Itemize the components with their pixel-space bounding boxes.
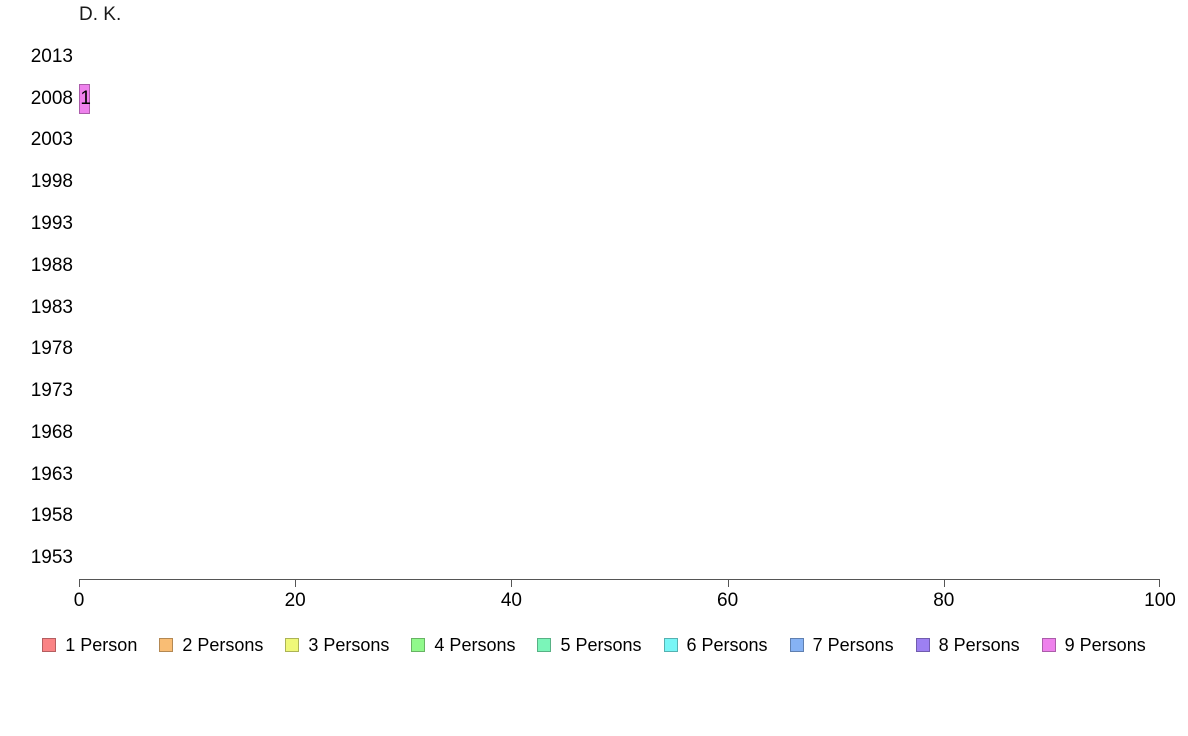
x-axis-line — [79, 579, 1160, 580]
legend-item[interactable]: 3 Persons — [285, 635, 389, 655]
legend-item[interactable]: 5 Persons — [537, 635, 642, 655]
x-tick — [79, 579, 80, 587]
y-tick-label: 1978 — [30, 338, 73, 360]
y-tick-label: 1958 — [30, 505, 73, 527]
legend-swatch-icon — [537, 638, 552, 652]
y-tick-label: 2008 — [30, 87, 73, 109]
legend-swatch-icon — [285, 638, 300, 652]
bar-value-label: 1 — [80, 87, 91, 109]
x-tick — [1159, 579, 1160, 587]
x-tick-label: 60 — [717, 590, 739, 611]
y-axis-category-labels: 2013 2008 2003 1998 1993 1988 1983 1978 1973 1968… — [0, 36, 73, 579]
x-tick — [295, 579, 297, 587]
chart-legend: 1 Person 2 Persons 3 Persons 4 Persons 5 Per… — [0, 631, 1188, 659]
legend-swatch-icon — [411, 638, 426, 652]
y-tick-label: 1968 — [30, 421, 73, 443]
x-tick — [727, 579, 729, 587]
x-tick-label: 40 — [500, 590, 522, 611]
legend-label: 7 Persons — [812, 635, 894, 655]
legend-label: 9 Persons — [1064, 635, 1146, 655]
legend-item[interactable]: 8 Persons — [915, 635, 1020, 655]
y-tick-label: 1993 — [30, 212, 73, 234]
legend-item[interactable]: 4 Persons — [411, 635, 515, 655]
x-tick-label: 80 — [933, 590, 955, 611]
legend-label: 3 Persons — [308, 635, 390, 655]
legend-label: 1 Person — [65, 635, 138, 655]
legend-label: 8 Persons — [938, 635, 1020, 655]
x-tick — [511, 579, 513, 587]
legend-item[interactable]: 2 Persons — [159, 635, 263, 655]
y-tick-label: 1973 — [30, 380, 73, 402]
y-tick-label: 2013 — [30, 45, 73, 67]
legend-swatch-icon — [42, 638, 57, 652]
x-tick-label: 20 — [284, 590, 306, 611]
legend-swatch-icon — [663, 638, 678, 652]
plot-area: 1 — [79, 36, 1160, 579]
legend-label: 2 Persons — [182, 635, 264, 655]
y-tick-label: 1953 — [30, 547, 73, 569]
y-tick-label: 1963 — [30, 463, 73, 485]
legend-label: 4 Persons — [434, 635, 516, 655]
legend-item[interactable]: 7 Persons — [789, 635, 894, 655]
x-tick — [943, 579, 945, 587]
legend-item[interactable]: 6 Persons — [663, 635, 768, 655]
bar[interactable] — [79, 83, 90, 114]
x-tick-label: 0 — [73, 590, 85, 611]
x-axis: 0 20 40 60 80 100 — [0, 579, 1188, 619]
x-tick-label: 100 — [1144, 590, 1176, 611]
chart-title: D. K. — [79, 4, 122, 25]
legend-label: 5 Persons — [560, 635, 642, 655]
legend-swatch-icon — [1041, 638, 1056, 652]
legend-swatch-icon — [159, 638, 174, 652]
legend-swatch-icon — [789, 638, 804, 652]
y-tick-label: 1983 — [30, 296, 73, 318]
legend-item[interactable]: 1 Person — [42, 635, 137, 655]
y-tick-label: 1988 — [30, 254, 73, 276]
y-tick-label: 1998 — [30, 171, 73, 193]
y-tick-label: 2003 — [30, 129, 73, 151]
legend-swatch-icon — [915, 638, 930, 652]
legend-label: 6 Persons — [686, 635, 768, 655]
legend-item[interactable]: 9 Persons — [1041, 635, 1146, 655]
